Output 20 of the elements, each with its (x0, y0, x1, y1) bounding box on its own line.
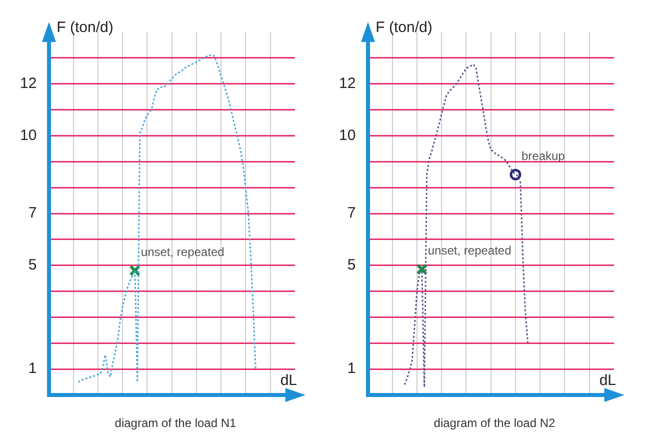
y-tick-label: 5 (28, 256, 37, 274)
y-tick-label: 12 (20, 75, 37, 92)
line-series (77, 54, 256, 383)
y-tick-label: 10 (20, 126, 37, 144)
annotation: unset, repeated (140, 244, 224, 259)
x-axis-title: dL (280, 372, 297, 390)
y-tick-label: 7 (347, 204, 356, 222)
y-axis-title: F (ton/d) (56, 19, 114, 36)
annotation: breakup (521, 148, 566, 163)
y-tick-label: 5 (347, 256, 356, 274)
y-tick-label: 1 (28, 360, 37, 378)
text: diagram of the load N1 (114, 416, 238, 430)
x-axis-title: dL (599, 372, 616, 390)
annotation: unset, repeated (428, 244, 512, 258)
y-axis-title: F (ton/d) (376, 19, 432, 36)
text: diagram of the load N2 (432, 416, 556, 430)
y-tick-label: 12 (338, 75, 356, 92)
y-tick-label: 7 (28, 204, 37, 222)
y-tick-label: 10 (338, 126, 356, 144)
y-tick-label: 1 (347, 360, 356, 378)
